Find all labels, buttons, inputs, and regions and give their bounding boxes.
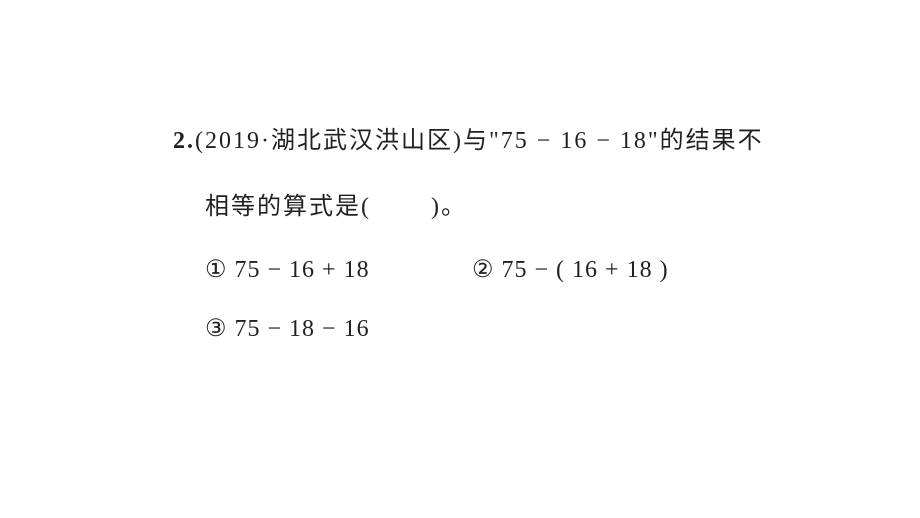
question-expression: 75 − 16 − 18 <box>501 128 648 154</box>
source-suffix: ) <box>453 128 463 154</box>
question-line2-end: )。 <box>431 194 467 220</box>
question-text-1: 与" <box>463 128 501 154</box>
option-b[interactable]: ② 75 − ( 16 + 18 ) <box>472 255 669 284</box>
question-line-1: 2.(2019·湖北武汉洪山区)与"75 − 16 − 18"的结果不 <box>173 123 793 159</box>
option-a-marker: ① <box>205 255 228 284</box>
source-prefix: ( <box>195 128 205 154</box>
options-row-2: ③ 75 − 18 − 16 <box>205 314 793 343</box>
option-c[interactable]: ③ 75 − 18 − 16 <box>205 314 793 343</box>
option-a[interactable]: ① 75 − 16 + 18 <box>205 255 472 284</box>
source-year: 2019 <box>205 128 261 154</box>
question-line2-text: 相等的算式是( <box>205 194 371 220</box>
question-number: 2. <box>173 128 195 154</box>
source-separator: · <box>261 128 271 154</box>
option-a-text: 75 − 16 + 18 <box>235 257 370 283</box>
question-line-2: 相等的算式是( )。 <box>205 189 793 225</box>
options-row-1: ① 75 − 16 + 18 ② 75 − ( 16 + 18 ) <box>205 255 793 284</box>
question-block: 2.(2019·湖北武汉洪山区)与"75 − 16 − 18"的结果不 相等的算… <box>173 123 793 343</box>
source-region: 湖北武汉洪山区 <box>271 128 453 154</box>
question-text-2: "的结果不 <box>648 128 764 154</box>
option-b-marker: ② <box>472 255 495 284</box>
option-c-marker: ③ <box>205 314 228 343</box>
option-c-text: 75 − 18 − 16 <box>235 316 370 342</box>
option-b-text: 75 − ( 16 + 18 ) <box>502 257 669 283</box>
